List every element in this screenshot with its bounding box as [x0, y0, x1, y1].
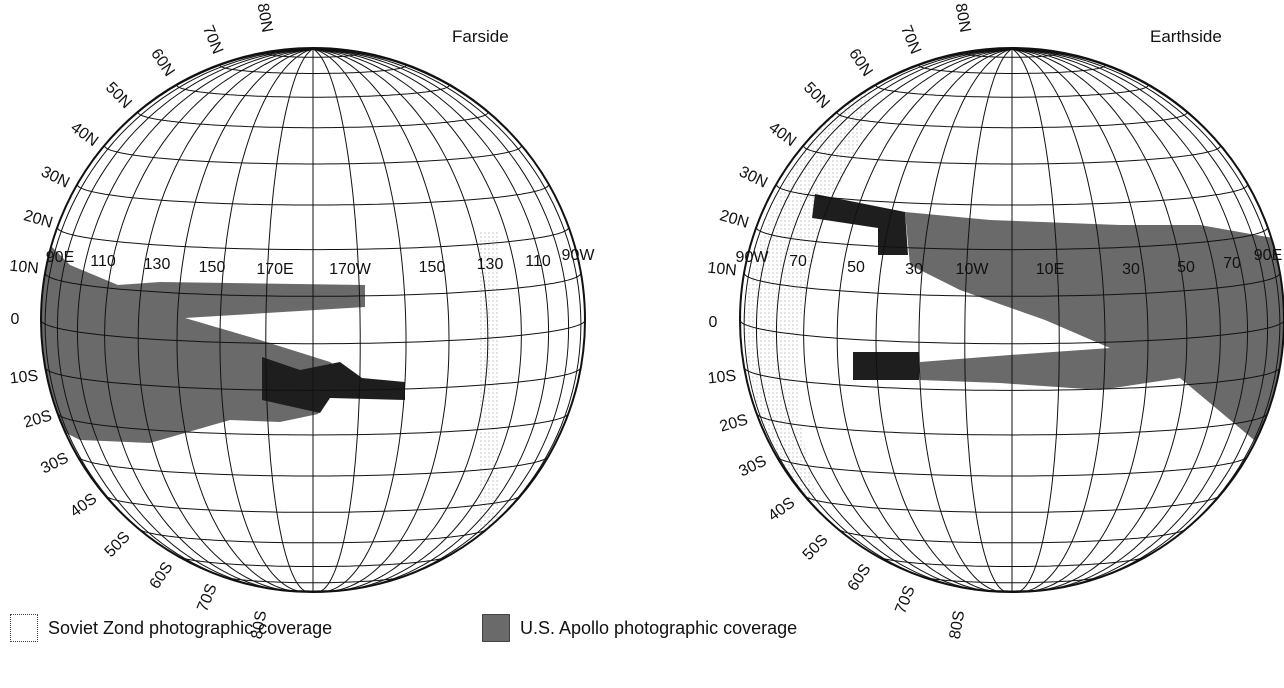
farside-lon-label: 90E	[45, 249, 75, 266]
meridian-line	[1011, 48, 1149, 592]
legend-zond-label: Soviet Zond photographic coverage	[48, 617, 333, 638]
earthside-lon-label: 90E	[1253, 247, 1283, 264]
farside-lat-label: 10S	[8, 367, 39, 388]
meridian-line	[743, 48, 1013, 562]
meridian-line	[312, 48, 407, 592]
farside-limb	[40, 47, 586, 593]
meridian-line	[875, 48, 1013, 592]
earthside-lon-label: 90W	[735, 249, 769, 266]
farside-title: Farside	[452, 27, 509, 46]
earthside-globe	[739, 47, 1284, 593]
farside-lon-label: 90W	[561, 247, 595, 264]
earthside-lon-label: 70	[789, 253, 807, 270]
earthside-apollo-dark-lower	[853, 352, 919, 380]
earthside-lon-label: 50	[1177, 259, 1195, 276]
farside-lon-label: 110	[525, 253, 551, 270]
earthside-lon-label: 50	[847, 259, 865, 276]
farside-lat-label: 10N	[8, 257, 40, 278]
meridian-line	[964, 48, 1013, 592]
farside-globe	[40, 47, 586, 593]
earthside-apollo-dark-upper	[812, 194, 908, 255]
farside-lon-label: 150	[198, 259, 226, 276]
farside-apollo-dark	[262, 357, 405, 413]
earthside-apollo-coverage	[905, 212, 1284, 445]
meridian-line	[76, 48, 314, 590]
meridian-line	[312, 48, 361, 592]
apollo-swatch	[482, 614, 510, 642]
legend-zond: Soviet Zond photographic coverage	[10, 612, 332, 644]
farside-lon-label: 170E	[256, 261, 294, 278]
meridian-line	[836, 48, 1013, 592]
meridian-line	[1011, 48, 1060, 592]
meridian-line	[1011, 48, 1188, 592]
farside-lon-label: 170W	[329, 261, 371, 278]
meridian-line	[56, 48, 314, 584]
earthside-limb	[739, 47, 1284, 593]
meridian-line	[803, 48, 1013, 591]
earthside-lat-label: 10S	[706, 367, 737, 388]
meridian-line	[312, 48, 550, 590]
meridian-line	[176, 48, 314, 592]
meridian-line	[1011, 48, 1106, 592]
earthside-lon-label: 30	[1122, 261, 1140, 278]
farside-lon-label: 110	[90, 253, 116, 270]
meridian-line	[918, 48, 1013, 592]
farside-lon-label: 150	[418, 259, 446, 276]
farside-lon-label: 130	[476, 256, 504, 273]
meridian-line	[219, 48, 314, 592]
meridian-line	[137, 48, 314, 592]
zond-swatch	[10, 614, 38, 642]
earthside-title: Earthside	[1150, 27, 1222, 46]
earthside-lon-label: 30	[905, 261, 923, 278]
meridian-line	[104, 48, 314, 591]
farside-zond-band	[478, 230, 500, 550]
meridian-line	[312, 48, 582, 562]
meridian-line	[1011, 48, 1281, 562]
earthside-graticule	[740, 48, 1284, 592]
meridian-line	[44, 48, 314, 562]
earthside-lat-label: 0	[708, 314, 718, 331]
meridian-line	[1011, 48, 1249, 590]
meridian-line	[312, 48, 450, 592]
legend-apollo: U.S. Apollo photographic coverage	[482, 612, 797, 644]
meridian-line	[312, 48, 570, 584]
meridian-line	[775, 48, 1013, 590]
meridian-line	[1011, 48, 1269, 584]
earthside-lon-label: 70	[1223, 255, 1241, 272]
meridian-line	[1011, 48, 1221, 591]
meridian-line	[312, 48, 489, 592]
meridian-line	[312, 48, 522, 591]
earthside-lon-label: 10E	[1035, 261, 1065, 278]
farside-lat-label: 0	[10, 311, 20, 328]
earthside-lat-label: 10N	[706, 259, 738, 280]
farside-graticule	[41, 48, 585, 592]
farside-lon-label: 130	[143, 256, 171, 273]
meridian-line	[755, 48, 1013, 584]
legend-apollo-label: U.S. Apollo photographic coverage	[520, 617, 798, 638]
earthside-lon-label: 10W	[955, 261, 989, 278]
meridian-line	[265, 48, 314, 592]
